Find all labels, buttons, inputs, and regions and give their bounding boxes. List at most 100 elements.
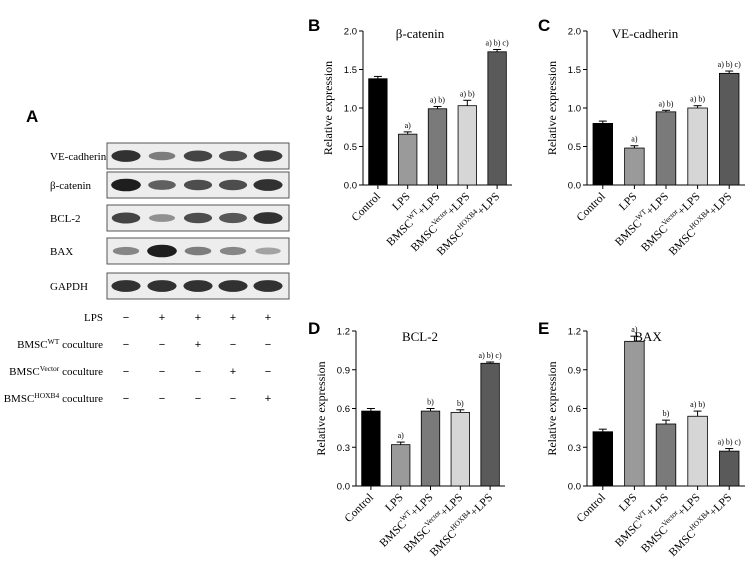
- sign-2-4: −: [265, 366, 271, 378]
- blot-band-2-2: [183, 212, 213, 224]
- sign-2-1: −: [159, 366, 165, 378]
- bar: [592, 123, 613, 186]
- sign-1-1: −: [159, 339, 165, 351]
- sign-3-0: −: [123, 393, 129, 405]
- chart-title: VE-cadherin: [612, 26, 679, 41]
- significance-label: a) b): [430, 95, 445, 104]
- blot-band-1-2: [183, 179, 213, 191]
- bar: [592, 431, 613, 487]
- x-tick-label-rest: +LPS: [468, 492, 495, 519]
- y-tick-label: 0.6: [337, 404, 350, 415]
- x-tick-label: Control: [575, 492, 608, 525]
- blot-label-2: BCL-2: [50, 213, 81, 225]
- bar: [687, 107, 708, 186]
- bar: [719, 72, 740, 186]
- sign-0-4: +: [265, 312, 271, 324]
- panel-letter-d: D: [308, 319, 320, 338]
- blot-band-0-0: [111, 150, 141, 162]
- sign-0-0: −: [123, 312, 129, 324]
- condition-label-2-sup: Vector: [40, 364, 60, 373]
- panel-letter-a: A: [26, 107, 38, 126]
- significance-label: b): [663, 409, 670, 418]
- x-tick-label: Control: [350, 191, 383, 224]
- sign-3-3: −: [230, 393, 236, 405]
- significance-label: a): [631, 325, 638, 334]
- y-tick-label: 0.0: [344, 181, 357, 192]
- chart-panel-3: E BAX 0.0 0.3 0.6 0.9 1.2 Relative expression Co…: [538, 319, 745, 559]
- condition-label-1-sup: WT: [48, 337, 60, 346]
- significance-label: a) b): [659, 99, 674, 108]
- bar: [687, 415, 708, 487]
- y-tick-label: 1.0: [344, 104, 357, 115]
- chart-title: BAX: [634, 329, 662, 344]
- y-tick-label: 1.2: [337, 327, 350, 338]
- x-tick-label: Control: [575, 191, 608, 224]
- blot-band-4-3: [218, 280, 248, 292]
- chart-title: β-catenin: [396, 26, 445, 41]
- blot-band-2-3: [219, 212, 247, 224]
- bar: [487, 51, 507, 186]
- y-tick-label: 0.5: [344, 142, 357, 153]
- blot-band-3-3: [219, 246, 247, 256]
- y-tick-label: 0.3: [337, 443, 350, 454]
- panel-letter-b: B: [308, 16, 320, 35]
- y-axis-label: Relative expression: [545, 61, 559, 155]
- blot-label-1: β-catenin: [50, 180, 92, 192]
- blot-label-4: GAPDH: [50, 281, 88, 293]
- x-tick-label-rest: +LPS: [707, 191, 734, 218]
- x-tick-label: Control: [343, 492, 376, 525]
- condition-label-3-base: BMSC: [4, 393, 35, 405]
- chart-panel-1: C VE-cadherin 0.0 0.5 1.0 1.5 2.0 Relative expr…: [538, 16, 745, 258]
- y-tick-label: 0.6: [568, 404, 581, 415]
- panel-a: A VE-cadherin β-catenin BCL-2 BAX GAPDH LPS − + +…: [4, 107, 290, 405]
- blot-band-4-1: [147, 280, 177, 292]
- sign-2-2: −: [195, 366, 201, 378]
- blot-band-2-1: [148, 214, 176, 222]
- blot-band-4-2: [183, 280, 213, 292]
- blot-band-0-3: [218, 150, 248, 162]
- bar: [427, 108, 448, 186]
- y-tick-label: 1.5: [344, 65, 357, 76]
- sign-0-2: +: [195, 312, 201, 324]
- y-tick-label: 0.9: [568, 365, 581, 376]
- significance-label: a) b) c): [479, 351, 502, 360]
- blot-band-1-0: [111, 178, 141, 192]
- x-tick-label-base: BMSC: [667, 227, 698, 258]
- blot-band-3-2: [184, 246, 212, 256]
- condition-label-2-base: BMSC: [9, 366, 40, 378]
- significance-label: b): [427, 398, 434, 407]
- blot-band-3-4: [255, 247, 281, 255]
- y-axis-label: Relative expression: [545, 361, 559, 455]
- bar: [420, 410, 441, 487]
- bar: [624, 340, 645, 487]
- sign-1-4: −: [265, 339, 271, 351]
- blot-band-4-0: [111, 280, 141, 292]
- blot-band-1-3: [218, 179, 248, 191]
- blot-band-0-1: [148, 151, 176, 161]
- significance-label: a): [398, 431, 405, 440]
- bar: [361, 410, 381, 487]
- significance-label: a) b) c): [718, 60, 741, 69]
- y-tick-label: 0.0: [337, 482, 350, 493]
- blot-label-0: VE-cadherin: [50, 151, 107, 163]
- significance-label: a): [405, 121, 412, 130]
- y-tick-label: 0.0: [568, 181, 581, 192]
- condition-label-3-sup: HOXB4: [34, 391, 59, 400]
- y-axis-label: Relative expression: [314, 361, 328, 455]
- condition-label-0: LPS: [84, 312, 103, 324]
- sign-1-3: −: [230, 339, 236, 351]
- y-tick-label: 2.0: [568, 27, 581, 38]
- sign-0-3: +: [230, 312, 236, 324]
- x-tick-label: LPS: [617, 492, 640, 515]
- condition-label-1-suffix: coculture: [59, 339, 103, 351]
- condition-label-2-suffix: coculture: [59, 366, 103, 378]
- y-tick-label: 0.9: [337, 365, 350, 376]
- x-tick-label-rest: +LPS: [475, 191, 502, 218]
- significance-label: a) b): [690, 400, 705, 409]
- blot-band-2-4: [253, 212, 283, 224]
- condition-label-2: BMSCVector coculture: [9, 364, 103, 378]
- bar: [398, 133, 418, 186]
- blot-band-1-1: [148, 180, 176, 190]
- condition-label-3: BMSCHOXB4 coculture: [4, 391, 103, 405]
